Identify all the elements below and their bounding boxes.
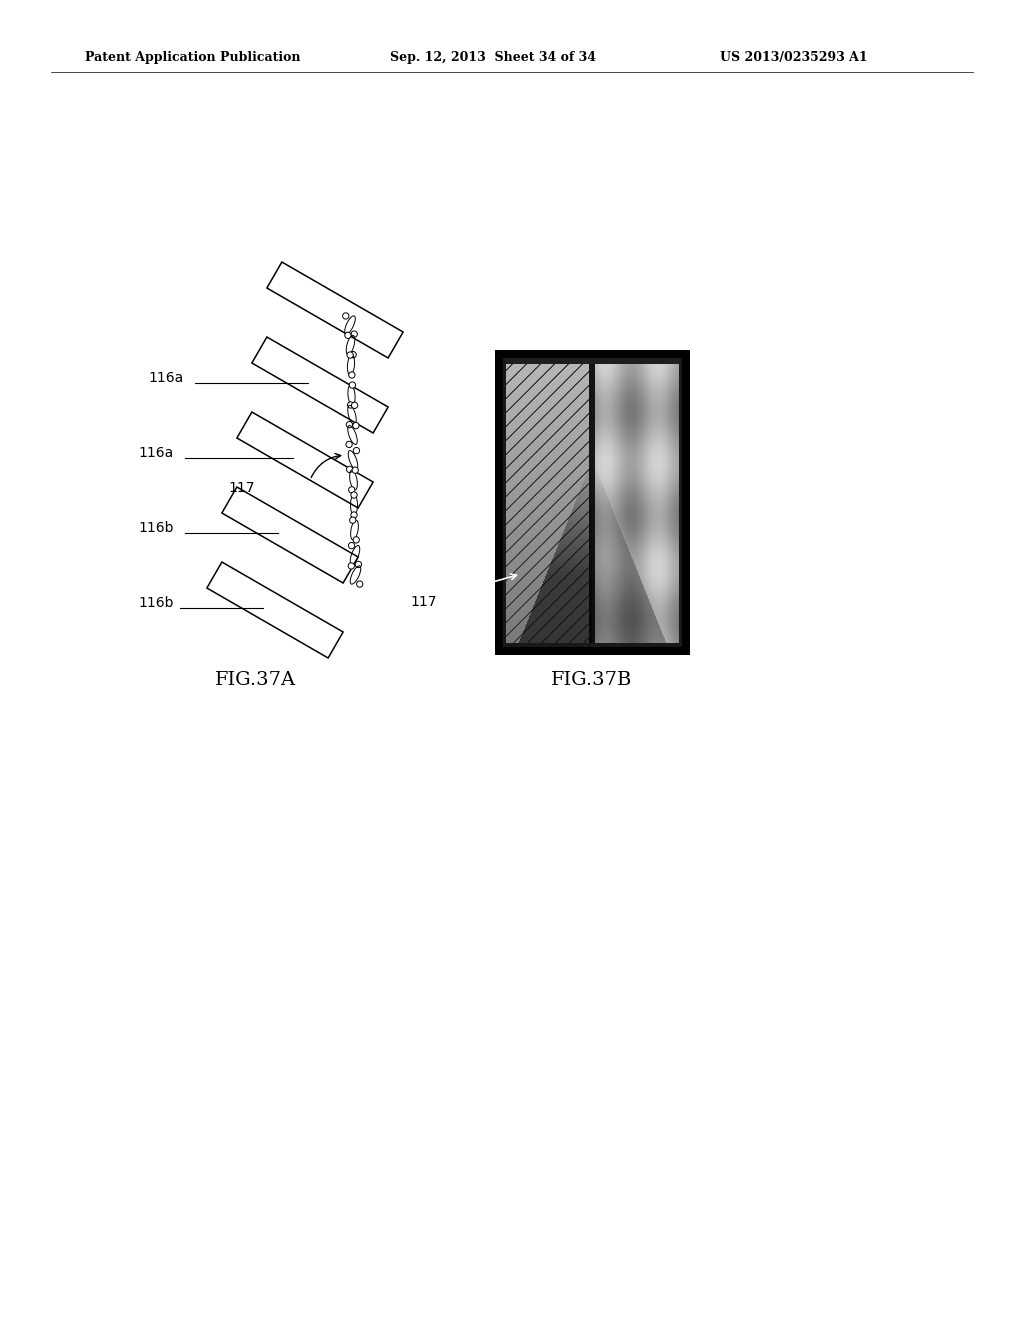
- Circle shape: [351, 492, 357, 498]
- Circle shape: [343, 313, 349, 319]
- Circle shape: [353, 422, 359, 429]
- Bar: [495, 350, 690, 655]
- Text: US 2013/0235293 A1: US 2013/0235293 A1: [720, 51, 867, 65]
- Circle shape: [351, 403, 357, 408]
- Circle shape: [353, 447, 359, 454]
- Circle shape: [356, 581, 362, 587]
- Circle shape: [349, 381, 355, 388]
- Circle shape: [350, 351, 356, 358]
- Circle shape: [349, 372, 355, 378]
- Text: 116a: 116a: [148, 371, 183, 385]
- Circle shape: [347, 352, 353, 358]
- Circle shape: [351, 331, 357, 337]
- Circle shape: [348, 487, 355, 492]
- Circle shape: [348, 543, 354, 549]
- Text: FIG.37A: FIG.37A: [214, 671, 296, 689]
- Circle shape: [346, 441, 352, 447]
- Text: 117: 117: [228, 480, 255, 495]
- Circle shape: [346, 466, 352, 473]
- Text: 116a: 116a: [138, 446, 173, 459]
- Circle shape: [346, 421, 352, 428]
- Circle shape: [345, 333, 351, 338]
- Text: 116b: 116b: [138, 597, 173, 610]
- Circle shape: [353, 537, 359, 543]
- Circle shape: [348, 562, 354, 569]
- Text: 116b: 116b: [138, 521, 173, 535]
- Text: Sep. 12, 2013  Sheet 34 of 34: Sep. 12, 2013 Sheet 34 of 34: [390, 51, 596, 65]
- Text: 117: 117: [410, 595, 436, 609]
- Text: Patent Application Publication: Patent Application Publication: [85, 51, 300, 65]
- Circle shape: [349, 517, 356, 523]
- Circle shape: [352, 467, 358, 474]
- Circle shape: [355, 561, 361, 568]
- Circle shape: [351, 512, 357, 519]
- Circle shape: [347, 401, 353, 408]
- Text: FIG.37B: FIG.37B: [551, 671, 633, 689]
